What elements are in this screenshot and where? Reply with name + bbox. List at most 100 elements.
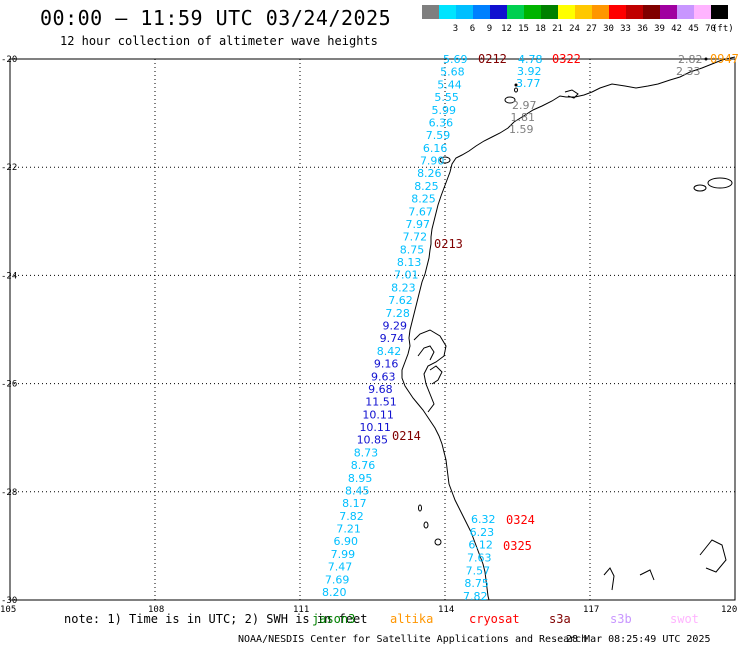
- legend-swatch: [473, 5, 490, 19]
- west-track-value: 9.29: [383, 320, 408, 333]
- west-track-value: 7.28: [385, 307, 410, 320]
- legend-swatch: [456, 5, 473, 19]
- legend-label: 9: [486, 24, 493, 34]
- west-track-value: 9.16: [374, 358, 399, 371]
- lat-tick-label: -30: [1, 596, 17, 606]
- south-track-value: 6.23: [470, 526, 495, 539]
- west-track-value: 8.13: [397, 256, 422, 269]
- legend-swatch: [694, 5, 711, 19]
- legend-unit: (ft): [712, 24, 734, 34]
- satellite-legend-item: swot: [670, 612, 699, 626]
- west-track-value: 11.51: [365, 396, 397, 409]
- legend-label: 21: [552, 24, 563, 34]
- shark-bay-inlet: [417, 345, 435, 361]
- south-track-value: 7.63: [467, 552, 492, 565]
- legend-swatch: [541, 5, 558, 19]
- island: [514, 87, 518, 93]
- island: [693, 184, 707, 192]
- island: [707, 177, 733, 189]
- pass-label: 0325: [503, 539, 532, 553]
- lon-tick-label: 111: [293, 605, 309, 615]
- west-track-value: 8.25: [411, 193, 436, 206]
- timestamp-text: 28 Mar 08:25:49 UTC 2025: [566, 634, 711, 645]
- west-track-value: 5.44: [437, 78, 462, 91]
- pass-label: 0947: [710, 52, 739, 66]
- cryosat-north-value: 4.78: [518, 53, 543, 66]
- credit-text: NOAA/NESDIS Center for Satellite Applica…: [238, 634, 588, 645]
- west-track-value: 7.21: [336, 523, 361, 536]
- west-track-value: 5.69: [443, 53, 468, 66]
- legend-label: 39: [654, 24, 665, 34]
- west-track-value: 9.68: [368, 383, 393, 396]
- legend-label: 27: [586, 24, 597, 34]
- west-track-value: 5.55: [434, 91, 459, 104]
- west-track-value: 8.76: [351, 459, 376, 472]
- west-track-value: 10.85: [357, 434, 389, 447]
- legend-swatch: [575, 5, 592, 19]
- lon-tick-label: 105: [0, 605, 16, 615]
- shark-bay-peninsula: [413, 329, 447, 413]
- lake-outline: [699, 539, 727, 573]
- south-track-value: 6.32: [471, 513, 496, 526]
- west-track-value: 6.90: [334, 535, 359, 548]
- legend-swatch: [711, 5, 728, 19]
- legend-swatch: [558, 5, 575, 19]
- west-track-value: 8.42: [377, 345, 402, 358]
- legend-swatch: [626, 5, 643, 19]
- west-track-value: 8.73: [354, 446, 379, 459]
- cryosat-north-value: 3.92: [517, 65, 542, 78]
- grey-track-value: 2.97: [512, 99, 537, 112]
- lon-tick-label: 117: [583, 605, 599, 615]
- legend-swatch: [609, 5, 626, 19]
- grey-track-value: 1.81: [511, 111, 536, 124]
- coastline: [401, 56, 736, 601]
- island: [418, 504, 422, 512]
- legend-label: 15: [518, 24, 529, 34]
- track-start-marker: [704, 57, 708, 61]
- grey-ne-track-value: 2.33: [676, 65, 701, 78]
- west-track-value: 7.67: [408, 205, 433, 218]
- legend-label: 70: [705, 24, 716, 34]
- legend-label: 24: [569, 24, 580, 34]
- lat-tick-label: -22: [1, 163, 17, 173]
- legend-swatch: [643, 5, 660, 19]
- legend-swatch: [507, 5, 524, 19]
- legend-label: 33: [620, 24, 631, 34]
- west-track-value: 8.95: [348, 472, 373, 485]
- page-title: 00:00 – 11:59 UTC 03/24/2025: [40, 6, 392, 30]
- west-track-value: 7.62: [388, 294, 413, 307]
- island: [423, 521, 429, 529]
- legend-swatch: [490, 5, 507, 19]
- west-track-value: 5.99: [431, 104, 456, 117]
- west-track-value: 6.36: [429, 116, 454, 129]
- lon-tick-label: 114: [438, 605, 454, 615]
- west-track-value: 7.99: [331, 548, 356, 561]
- west-track-value: 7.90: [420, 155, 445, 168]
- legend-label: 36: [637, 24, 648, 34]
- south-track-value: 6.12: [468, 539, 493, 552]
- west-track-value: 10.11: [359, 421, 391, 434]
- legend-swatch: [439, 5, 456, 19]
- south-track-value: 7.57: [466, 564, 491, 577]
- island: [504, 96, 516, 104]
- legend-label: 45: [688, 24, 699, 34]
- legend-swatch: [422, 5, 439, 19]
- west-track-value: 8.17: [342, 497, 367, 510]
- west-track-value: 9.74: [380, 332, 405, 345]
- river-outline: [603, 567, 615, 591]
- pass-label: 0212: [478, 52, 507, 66]
- west-track-value: 8.26: [417, 167, 442, 180]
- pass-label: 0322: [552, 52, 581, 66]
- legend-label: 12: [501, 24, 512, 34]
- south-track-value: 7.82: [463, 590, 488, 603]
- west-track-value: 9.63: [371, 370, 396, 383]
- legend-label: 18: [535, 24, 546, 34]
- coast-islet: [564, 89, 579, 99]
- west-track-value: 8.23: [391, 281, 416, 294]
- west-track-value: 8.25: [414, 180, 439, 193]
- color-legend: 3 6 9 12 15 18 21 24 27 30 33 36 39 42 45 70 (ft): [422, 5, 734, 34]
- page-subtitle: 12 hour collection of altimeter wave hei…: [60, 34, 378, 48]
- west-track-value: 10.11: [362, 408, 394, 421]
- cryosat-north-value: 3.77: [516, 77, 541, 90]
